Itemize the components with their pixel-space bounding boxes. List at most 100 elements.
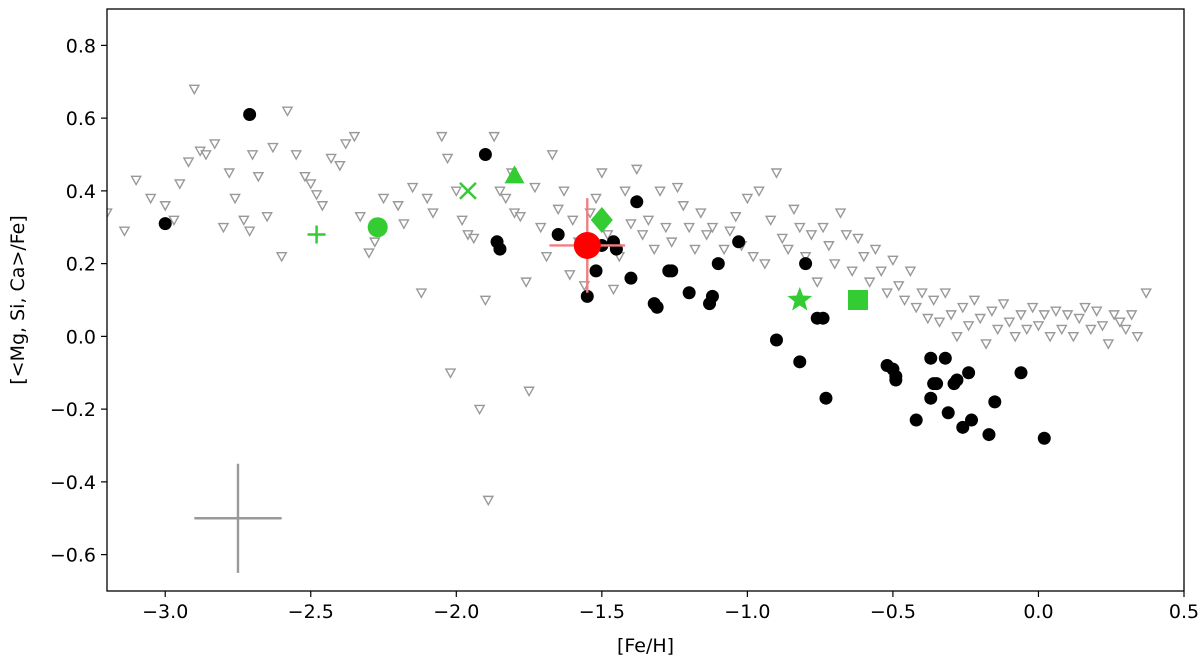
gray-triangle-point [1119,324,1132,336]
black-circle-point [682,286,696,300]
gray-triangle-point [636,230,649,241]
gray-triangle-point [706,222,719,234]
black-circle-point [816,311,830,325]
gray-triangle-point [1108,310,1120,321]
gray-triangle-point [534,222,547,234]
gray-triangle-point [898,295,911,307]
x-axis-label: [Fe/H] [617,635,674,657]
x-tick-label: −3.0 [142,601,188,623]
gray-triangle-point [450,186,463,197]
gray-triangle-point [846,266,858,277]
gray-triangle-point [933,317,946,328]
gray-triangle-point [479,295,492,307]
gray-triangle-point [695,208,707,219]
black-circle-point [243,107,257,121]
gray-triangle-point [168,215,180,227]
y-axis: −0.6 −0.4 −0.2 0.0 0.2 0.4 0.6 0.8 [50,35,107,567]
gray-triangle-point [997,299,1010,310]
gray-triangle-point [1044,331,1056,343]
red-circle-point [573,231,601,259]
gray-triangle-point [951,331,963,343]
x-tick-label: −2.0 [433,601,479,623]
black-circle-point [732,235,746,249]
gray-triangle-point [467,233,480,245]
gray-triangle-point [788,204,800,216]
gray-triangle-point [939,288,952,299]
black-circle-point [962,366,976,380]
gray-triangle-point [1131,331,1144,343]
gray-triangle-point [962,321,975,332]
gray-triangle-point [718,244,730,256]
green-circle-point [367,217,388,238]
gray-triangle-point [348,131,361,143]
gray-triangle-point [1073,313,1086,325]
gray-triangle-point [369,237,381,248]
gray-triangle-point [741,193,754,205]
gray-triangle-point [529,182,541,194]
black-circle-point [982,428,996,442]
y-tick-label: −0.2 [50,399,96,421]
gray-triangle-point [817,222,829,234]
gray-triangle-point [1009,331,1021,343]
gray-triangle-point [144,193,157,205]
gray-triangle-point [1079,302,1091,314]
gray-triangle-point [665,237,678,248]
gray-triangle-point [671,182,684,194]
black-circle-point [889,373,903,387]
gray-triangle-point [354,211,367,223]
green-square-point [847,290,868,310]
y-tick-label: 0.6 [66,108,96,130]
gray-triangle-point [852,233,864,245]
gray-triangle-point [927,295,940,307]
gray-triangle-point [130,175,142,187]
gray-triangle-point [107,208,113,219]
y-tick-label: 0.0 [66,326,96,348]
gray-triangle-point [770,168,783,179]
y-tick-label: 0.2 [66,254,96,276]
green-diamond-point [590,206,613,233]
gray-triangle-point [1032,321,1045,332]
gray-triangle-point [310,190,323,201]
y-tick-label: −0.4 [50,472,96,494]
gray-triangle-point [759,259,771,270]
gray-triangle-point [858,251,870,263]
gray-triangle-point [261,211,273,223]
gray-triangle-point [159,201,172,212]
gray-triangle-point [630,164,643,176]
gray-triangle-point [514,211,527,223]
plot-area [107,84,1152,573]
gray-triangle-point [558,186,570,197]
gray-triangle-point [625,219,637,230]
gray-triangle-point [118,226,131,237]
gray-triangle-point [1050,306,1062,317]
gray-triangle-point [782,244,794,256]
black-circle-point [624,271,638,285]
x-tick-label: 0.0 [1023,601,1053,623]
axes-frame [106,8,1185,592]
black-circle-point [158,217,172,231]
gray-triangle-point [427,208,439,219]
gray-triangle-point [875,266,888,277]
black-circle-point [938,351,952,365]
black-circle-point [769,333,783,347]
gray-triangle-point [482,495,495,507]
gray-triangle-point [200,150,212,161]
gray-triangle-point [229,193,241,205]
black-circle-point [965,413,979,427]
black-circle-point [799,257,813,271]
gray-triangle-point [904,266,917,277]
black-circle-point [924,391,938,405]
gray-triangle-point [377,193,390,205]
black-circle-point [493,242,507,256]
gray-triangle-point [729,211,742,223]
gray-triangle-point [834,208,847,219]
black-circle-point [941,406,955,420]
gray-triangle-point [660,222,672,234]
gray-triangle-point [700,230,713,241]
gray-triangle-point [869,244,882,256]
x-tick-label: −0.5 [870,601,916,623]
gray-triangle-point [252,171,265,183]
gray-triangle-point [552,204,564,216]
gray-triangle-point [421,193,433,205]
